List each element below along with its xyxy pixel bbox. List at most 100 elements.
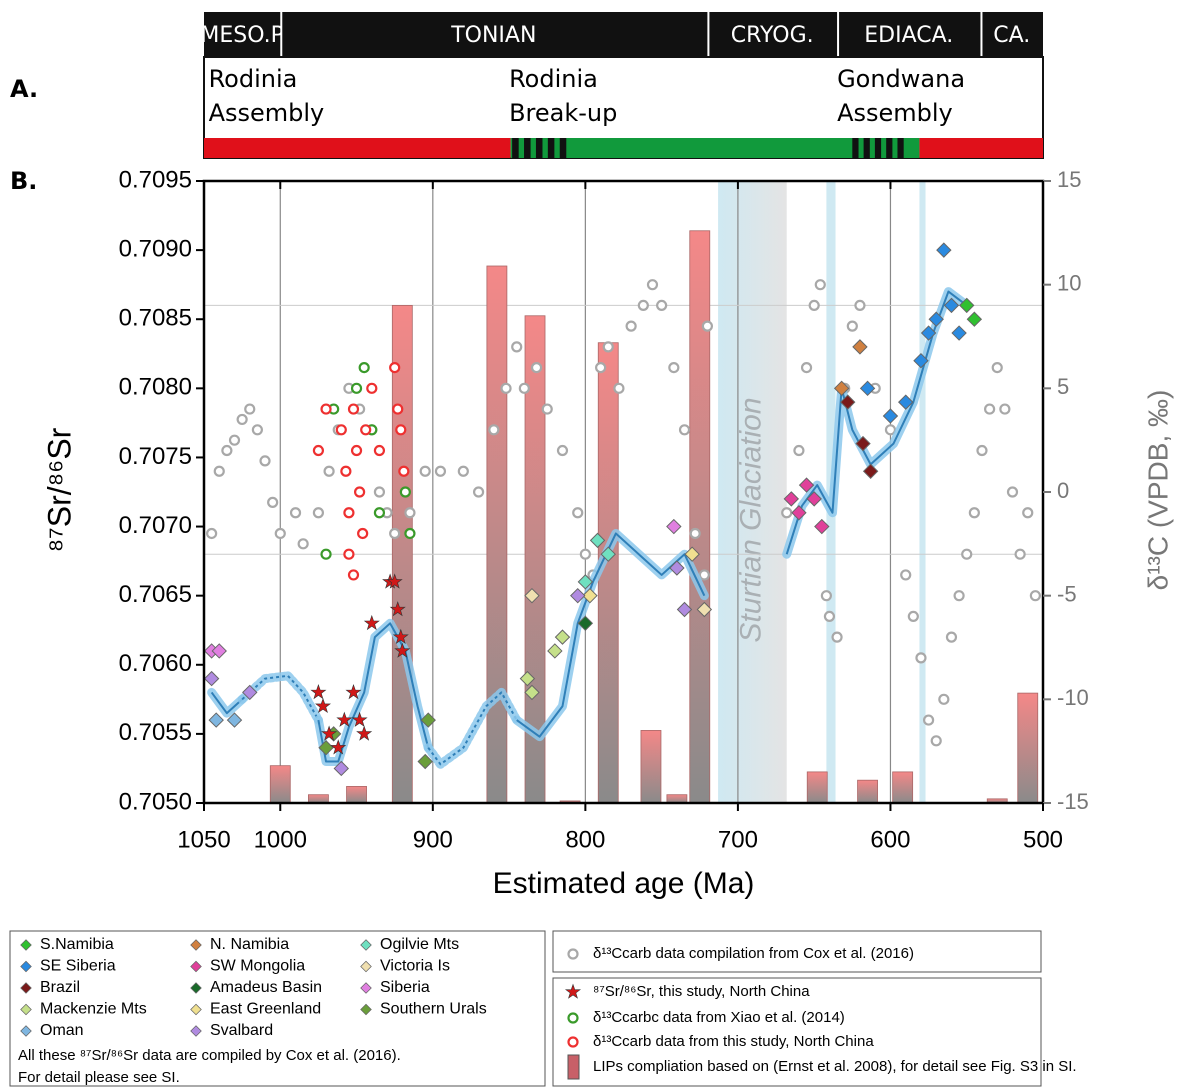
legend-label: Amadeus Basin [210,979,322,996]
diamond-point [226,712,243,728]
circle-point [846,320,858,332]
circle-point [357,527,369,540]
circle-point [991,362,1003,374]
circle-point [976,444,988,457]
circle-point [343,507,355,519]
circle-point [251,424,263,436]
star-point [330,739,347,755]
legend-label: Victoria Is [380,958,450,975]
circle-point [228,434,241,446]
y2-tick-label: -15 [1057,789,1089,814]
period-label: TONIAN [450,23,536,48]
circle-point [392,403,404,415]
diamond-point [203,670,220,687]
diamond-point [669,560,685,576]
circle-point [595,362,607,374]
sr-curve-halo [782,287,972,559]
y-tick-label: 0.7080 [119,374,192,401]
circle-point [900,569,912,581]
period-box [982,12,1043,57]
lip-bar [892,771,914,804]
star-point [392,628,409,644]
circle-point [820,590,832,602]
circle-point [915,652,927,664]
circle-point [572,507,584,519]
y2-tick-label: 0 [1057,478,1069,503]
y-tick-label: 0.7065 [119,581,192,608]
tectonic-dash [886,138,893,158]
legend-swatch [190,1003,202,1016]
circle-point [854,299,866,311]
period-box [282,12,708,57]
y2-axis-title: δ¹³C (VPDB, ‰) [1142,390,1173,591]
x-tick-label: 600 [870,826,910,853]
legend-swatch [190,939,202,951]
diamond-point [951,325,967,341]
legend-swatch [20,1025,32,1037]
sr-curve [241,674,320,721]
lip-bar [391,304,413,804]
star-point [310,684,327,700]
legend-swatch [20,960,32,973]
y2-tick-label: 15 [1057,167,1081,192]
circle-point [968,507,980,519]
lip-bar [1017,692,1039,804]
diamond-point [966,311,983,327]
x-tick-label: 700 [718,826,758,853]
diamond-point [852,339,868,355]
circle-point [698,569,710,581]
diamond-point [666,518,682,535]
x-axis-title: Estimated age (Ma) [493,867,755,900]
legend-swatch [190,960,202,973]
circle-point [579,548,591,560]
star-point [389,601,406,617]
legend-label: Brazil [40,979,80,996]
circle-point [353,486,366,498]
event-label: Break-up [509,99,617,127]
circle-point [613,382,625,394]
period-label: CA. [993,23,1030,48]
legend-swatch [190,982,202,994]
diamond-point [814,518,830,535]
star-point [345,684,362,700]
lip-bar [689,230,711,804]
diamond-point [833,380,850,397]
legend-label: East Greenland [210,1001,321,1018]
circle-point [793,444,805,457]
circle-point [472,486,485,498]
x-tick-label: 1000 [254,826,307,853]
diamond-point [524,684,540,701]
x-tick-label: 800 [565,826,605,853]
legend-label: δ¹³Ccarb data from this study, North Chi… [593,1033,874,1050]
sr-curve [317,622,430,763]
diamond-point [943,297,960,314]
diamond-point [570,587,586,604]
y-tick-label: 0.7075 [119,443,192,470]
legend-label: Siberia [380,979,430,996]
circle-point [350,382,363,394]
legend-swatch [360,939,372,951]
circle-point [206,527,218,540]
circle-point [945,631,958,643]
y-tick-label: 0.7070 [119,512,192,539]
event-label: Gondwana [837,65,965,93]
diamond-point [783,491,800,507]
diamond-point [791,505,807,521]
star-point [356,725,373,741]
circle-point [267,496,279,508]
circle-point [884,424,897,436]
star-point [386,573,403,589]
circle-point [646,279,659,291]
panel-label: A. [10,75,38,103]
circle-point [530,362,543,374]
legend-swatch [360,960,372,973]
circle-point [404,527,416,540]
star-point [321,725,338,741]
tectonic-segment [204,138,511,158]
circle-point [398,465,410,477]
circle-point [556,444,569,457]
circle-point [511,341,523,353]
period-box [204,12,281,57]
circle-point [1029,590,1041,602]
star-point [394,642,411,658]
